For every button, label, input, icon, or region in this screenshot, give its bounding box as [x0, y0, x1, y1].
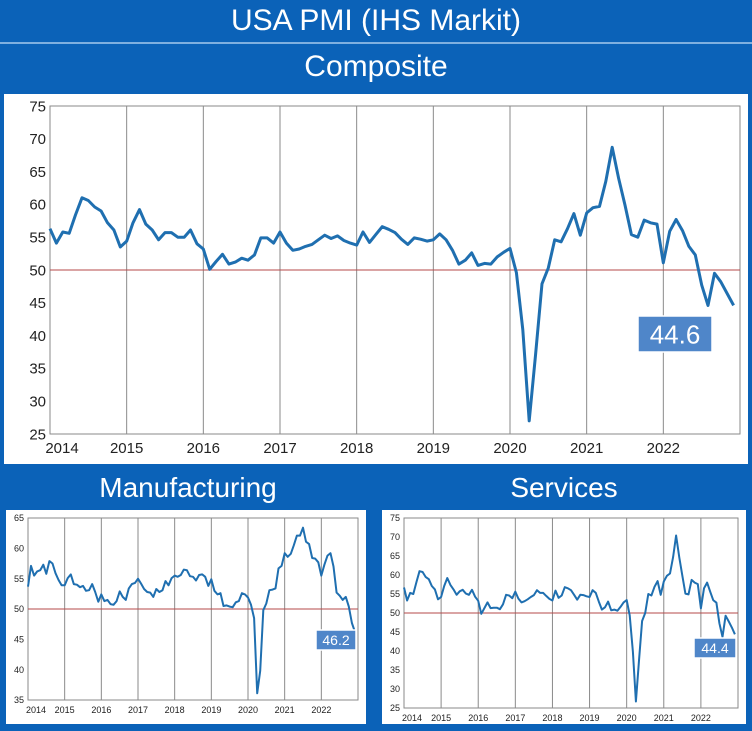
services-latest-label: 44.4: [693, 637, 737, 659]
manufacturing-xtick-label: 2014: [26, 705, 46, 715]
composite-xtick-label: 2018: [340, 440, 373, 457]
services-ytick-label: 40: [390, 646, 400, 656]
services-xtick-label: 2018: [542, 713, 562, 723]
composite-xtick-label: 2015: [110, 440, 143, 457]
services-ytick-label: 35: [390, 665, 400, 675]
manufacturing-title: Manufacturing: [99, 472, 277, 503]
manufacturing-latest-label-text: 46.2: [322, 632, 349, 648]
manufacturing-xtick-label: 2021: [275, 705, 295, 715]
services-series-line: [403, 534, 736, 703]
composite-ytick-label: 55: [29, 229, 46, 246]
services-ytick-label: 45: [390, 627, 400, 637]
manufacturing-latest-label-box: [315, 629, 357, 651]
services-xtick-label: 2021: [654, 713, 674, 723]
manufacturing-ytick-label: 35: [14, 695, 24, 705]
composite-xtick-label: 2014: [45, 440, 78, 457]
manufacturing-series-line: [27, 526, 356, 695]
composite-ytick-label: 60: [29, 197, 46, 214]
composite-latest-label-text: 44.6: [650, 319, 701, 349]
composite-latest-label-box: [637, 315, 713, 353]
services-xtick-label: 2015: [431, 713, 451, 723]
manufacturing-xtick-label: 2019: [201, 705, 221, 715]
services-xtick-label: 2016: [468, 713, 488, 723]
composite-xtick-label: 2021: [570, 440, 603, 457]
composite-series-line: [48, 145, 735, 423]
manufacturing-xtick-label: 2020: [238, 705, 258, 715]
services-ytick-label: 55: [390, 589, 400, 599]
composite-xtick-label: 2016: [187, 440, 220, 457]
services-ytick-label: 60: [390, 570, 400, 580]
services-ytick-label: 65: [390, 551, 400, 561]
services-xtick-label: 2020: [617, 713, 637, 723]
composite-xtick-label: 2019: [417, 440, 450, 457]
manufacturing-xtick-label: 2022: [311, 705, 331, 715]
services-latest-label-box: [693, 637, 737, 659]
composite-ytick-label: 70: [29, 131, 46, 148]
services-ytick-label: 75: [390, 513, 400, 523]
manufacturing-panel: 35 40 45 50 55 60 65 2014 2015 2016 2017 2018 2019 20…: [6, 510, 366, 724]
page-title: USA PMI (IHS Markit): [0, 0, 752, 42]
services-xtick-label: 2014: [402, 713, 422, 723]
manufacturing-chart: 35 40 45 50 55 60 65 2014 2015 2016 2017 2018 2019 20…: [14, 513, 359, 715]
manufacturing-ytick-label: 55: [14, 574, 24, 584]
composite-ytick-label: 65: [29, 164, 46, 181]
services-title: Services: [510, 472, 618, 503]
composite-ytick-label: 40: [29, 328, 46, 345]
services-latest-label-text: 44.4: [701, 640, 728, 656]
manufacturing-ytick-label: 50: [14, 604, 24, 614]
services-xtick-label: 2019: [580, 713, 600, 723]
composite-ytick-label: 30: [29, 393, 46, 410]
composite-title: Composite: [0, 44, 752, 92]
services-ytick-label: 50: [390, 608, 400, 618]
services-ytick-label: 70: [390, 532, 400, 542]
services-panel: 25 30 35 40 45 50 55 60 65 70 75 2014 2015 2016 2017 20…: [382, 510, 746, 724]
composite-ytick-label: 50: [29, 262, 46, 279]
manufacturing-ytick-label: 45: [14, 634, 24, 644]
composite-ytick-label: 35: [29, 361, 46, 378]
title-divider: [0, 42, 752, 44]
composite-ytick-label: 25: [29, 426, 46, 443]
composite-ytick-label: 45: [29, 295, 46, 312]
services-chart: 25 30 35 40 45 50 55 60 65 70 75 2014 2015 2016 2017 20…: [390, 513, 739, 723]
manufacturing-ytick-label: 40: [14, 665, 24, 675]
composite-xtick-label: 2017: [263, 440, 296, 457]
composite-chart: 25 30 35 40 45 50 55 60 65 70 75 2014 2015 2016 2017 20…: [29, 98, 741, 457]
composite-xtick-label: 2020: [493, 440, 526, 457]
manufacturing-xtick-label: 2016: [91, 705, 111, 715]
manufacturing-latest-label: 46.2: [315, 629, 357, 651]
manufacturing-xtick-label: 2017: [128, 705, 148, 715]
composite-ytick-label: 75: [29, 98, 46, 115]
services-xtick-label: 2017: [505, 713, 525, 723]
composite-panel: 25 30 35 40 45 50 55 60 65 70 75 2014 2015 2016 2017 20…: [4, 94, 748, 464]
services-xtick-label: 2022: [691, 713, 711, 723]
manufacturing-xtick-label: 2018: [165, 705, 185, 715]
manufacturing-ytick-label: 65: [14, 513, 24, 523]
services-ytick-label: 30: [390, 684, 400, 694]
manufacturing-ytick-label: 60: [14, 543, 24, 553]
composite-xtick-label: 2022: [647, 440, 680, 457]
services-ytick-label: 25: [390, 703, 400, 713]
composite-latest-label: 44.6: [637, 315, 713, 353]
manufacturing-xtick-label: 2015: [55, 705, 75, 715]
